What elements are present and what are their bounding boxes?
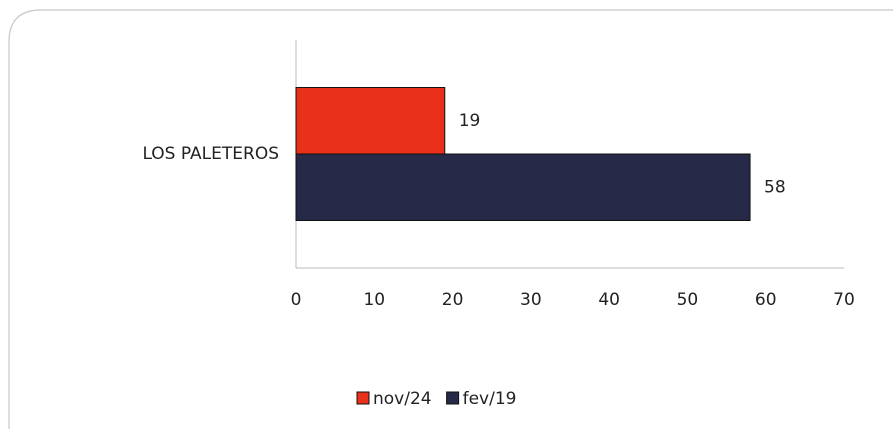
category-label: LOS PALETEROS <box>142 144 279 164</box>
bar <box>295 87 446 155</box>
x-tick-label: 50 <box>677 290 699 310</box>
data-label: 58 <box>764 177 786 197</box>
x-tick-label: 40 <box>598 290 620 310</box>
legend-label: nov/24 <box>373 389 432 409</box>
x-tick-label: 30 <box>520 290 542 310</box>
legend-swatch <box>446 391 460 405</box>
x-tick-label: 20 <box>442 290 464 310</box>
x-tick-label: 70 <box>833 290 855 310</box>
legend-swatch <box>356 391 370 405</box>
frame <box>8 9 893 429</box>
data-label: 19 <box>459 111 481 131</box>
x-tick-label: 0 <box>291 290 302 310</box>
bar <box>295 153 751 221</box>
legend-label: fev/19 <box>463 389 517 409</box>
x-tick-label: 60 <box>755 290 777 310</box>
x-tick-label: 10 <box>363 290 385 310</box>
